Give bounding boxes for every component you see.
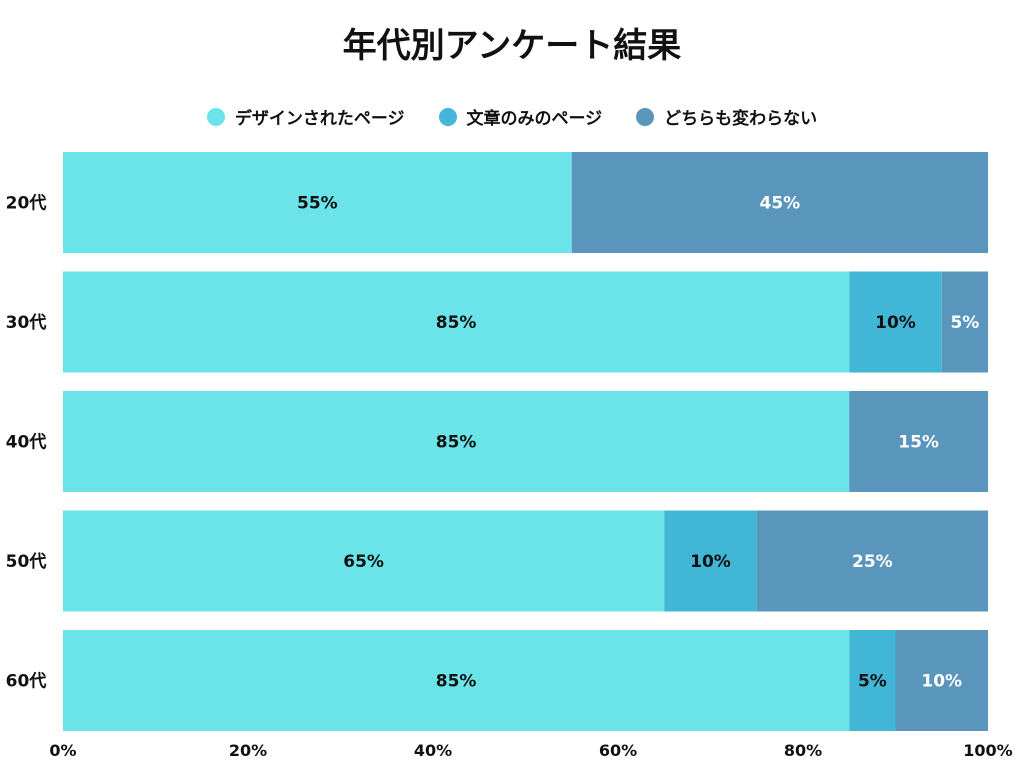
x-tick-label: 80% <box>784 741 822 760</box>
bar-segment <box>941 271 988 373</box>
data-label: 85% <box>436 313 477 333</box>
legend-swatch <box>206 107 225 126</box>
bar-segment <box>849 391 988 492</box>
data-label: 85% <box>436 672 477 692</box>
legend-item: デザインされたページ <box>206 104 405 129</box>
bar-segment <box>63 391 850 492</box>
data-label: 65% <box>343 552 384 572</box>
bar-segment <box>63 630 850 731</box>
legend-label: どちらも変わらない <box>664 109 818 129</box>
bar-segment <box>895 630 988 731</box>
data-label: 5% <box>950 313 979 333</box>
data-label: 85% <box>436 433 477 453</box>
data-label: 25% <box>852 552 893 572</box>
legend-swatch <box>438 107 457 126</box>
bar-segment <box>849 630 896 731</box>
bar-segment <box>664 510 757 612</box>
x-tick-label: 60% <box>599 741 637 760</box>
x-tick-label: 0% <box>49 741 76 760</box>
category-label: 20代 <box>6 193 47 214</box>
legend-item: 文章のみのページ <box>438 104 603 129</box>
bar-segment <box>571 152 988 253</box>
legend-item: どちらも変わらない <box>636 104 817 129</box>
x-tick-label: 40% <box>414 741 452 760</box>
data-label: 15% <box>898 433 939 453</box>
category-label: 50代 <box>6 551 47 572</box>
legend-swatch <box>636 107 655 126</box>
legend-label: デザインされたページ <box>234 109 405 129</box>
chart-title: 年代別アンケート結果 <box>342 26 682 66</box>
x-tick-label: 20% <box>229 741 267 760</box>
bar-segment <box>63 510 665 612</box>
bar-segment <box>63 271 850 373</box>
legend-label: 文章のみのページ <box>466 109 603 129</box>
category-label: 40代 <box>6 432 47 453</box>
data-label: 45% <box>760 194 801 214</box>
category-label: 60代 <box>6 671 47 692</box>
data-label: 10% <box>690 552 731 572</box>
bar-segment <box>849 271 942 373</box>
category-label: 30代 <box>6 312 47 333</box>
x-tick-label: 100% <box>963 741 1012 760</box>
data-label: 55% <box>297 194 338 214</box>
data-label: 10% <box>921 672 962 692</box>
legend: デザインされたページ 文章のみのページ どちらも変わらない <box>0 104 1024 129</box>
data-label: 5% <box>858 672 887 692</box>
bar-segment <box>63 152 572 253</box>
data-label: 10% <box>875 313 916 333</box>
bar-segment <box>756 510 988 612</box>
